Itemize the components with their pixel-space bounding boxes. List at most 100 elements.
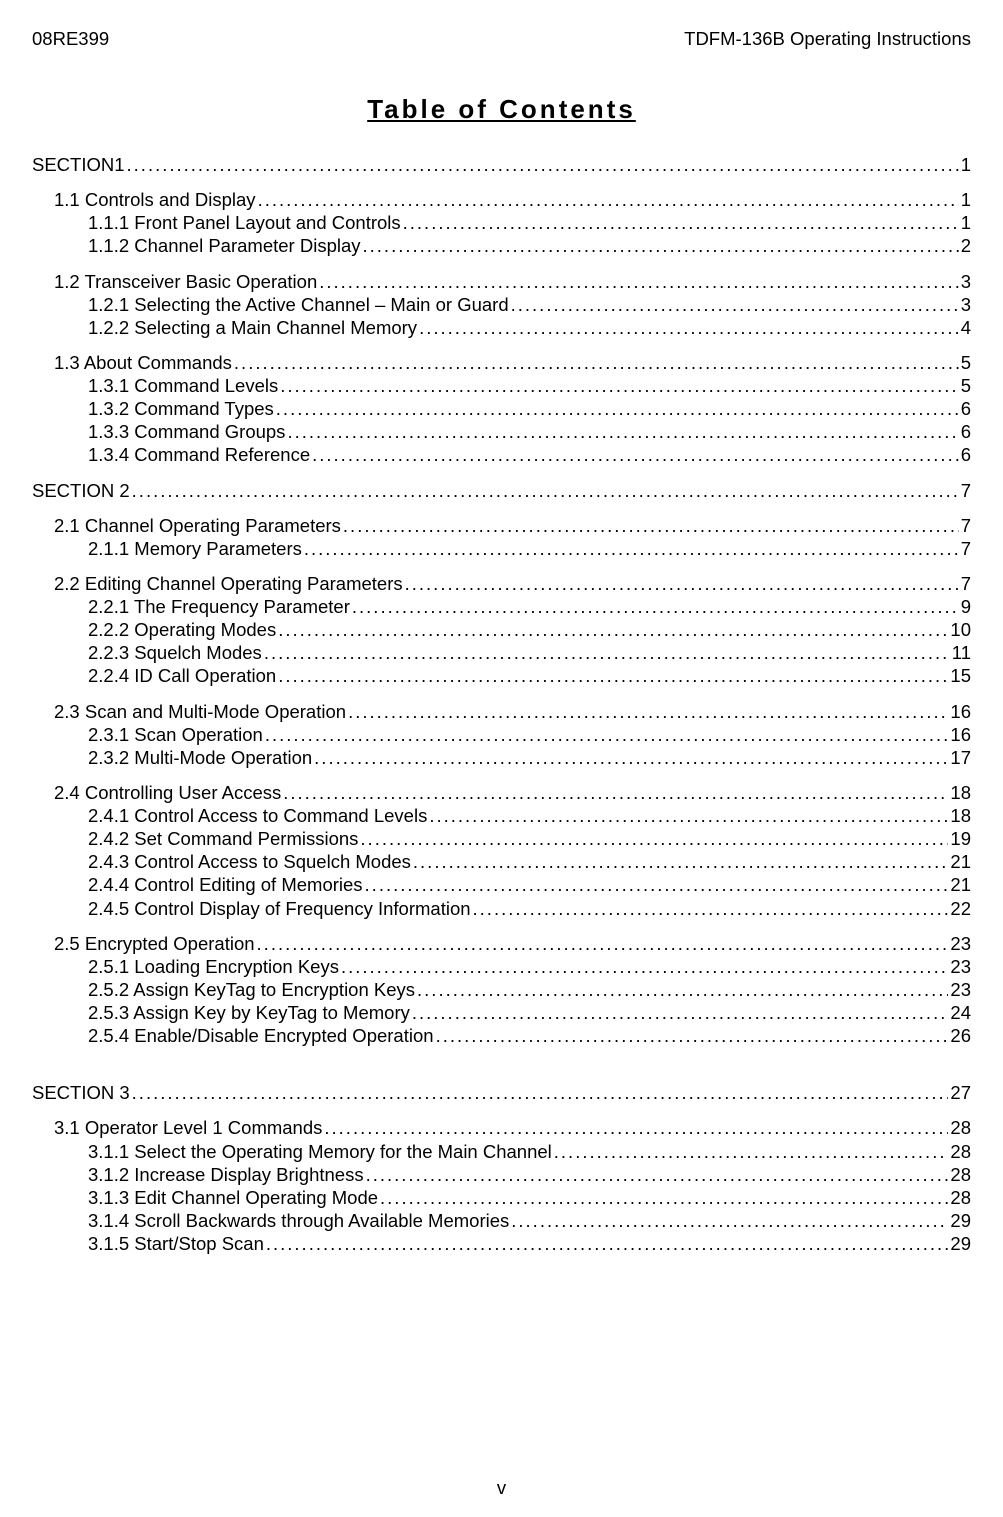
toc-entry-label: 1.3 About Commands [54, 351, 234, 374]
toc-gap [32, 339, 971, 351]
toc-entry: 1.1.1 Front Panel Layout and Controls 1 [32, 211, 971, 234]
toc-entry-leader [132, 1081, 949, 1104]
toc-entry: 3.1.1 Select the Operating Memory for th… [32, 1140, 971, 1163]
toc-entry-label: 1.1.1 Front Panel Layout and Controls [88, 211, 403, 234]
toc-entry-page: 11 [950, 641, 971, 664]
toc-entry-label: 2.4.1 Control Access to Command Levels [88, 804, 429, 827]
toc-entry: 2.4 Controlling User Access 18 [32, 781, 971, 804]
toc-entry: 2.4.3 Control Access to Squelch Modes 21 [32, 850, 971, 873]
toc-entry-leader [413, 850, 949, 873]
toc-entry-label: 3.1.2 Increase Display Brightness [88, 1163, 366, 1186]
toc-entry-leader [127, 153, 959, 176]
toc-entry-page: 1 [959, 188, 971, 211]
toc-entry: 2.3.1 Scan Operation16 [32, 723, 971, 746]
toc-entry-leader [264, 641, 950, 664]
toc-entry-label: 2.4.3 Control Access to Squelch Modes [88, 850, 413, 873]
toc-entry-label: 3.1.4 Scroll Backwards through Available… [88, 1209, 511, 1232]
toc-entry: 1.3 About Commands5 [32, 351, 971, 374]
toc-entry-label: 2.4.4 Control Editing of Memories [88, 873, 365, 896]
toc-entry-label: 1.1.2 Channel Parameter Display [88, 234, 363, 257]
toc-entry-label: 1.1 Controls and Display [54, 188, 258, 211]
toc-entry-page: 9 [959, 595, 971, 618]
toc-entry-page: 7 [959, 479, 971, 502]
toc-entry-label: 2.5 Encrypted Operation [54, 932, 257, 955]
toc-entry: 2.5.4 Enable/Disable Encrypted Operation… [32, 1024, 971, 1047]
toc-entry-leader [276, 397, 959, 420]
toc-entry: 2.3.2 Multi-Mode Operation17 [32, 746, 971, 769]
toc-entry-leader [280, 374, 958, 397]
toc-entry-label: 2.2.4 ID Call Operation [88, 664, 278, 687]
toc-entry-label: 1.2.1 Selecting the Active Channel – Mai… [88, 293, 511, 316]
toc-entry-leader [554, 1140, 949, 1163]
toc-entry-label: 2.2.2 Operating Modes [88, 618, 278, 641]
document-page: 08RE399 TDFM-136B Operating Instructions… [0, 0, 1003, 1517]
toc-entry-page: 18 [948, 804, 971, 827]
toc-entry-page: 23 [948, 955, 971, 978]
toc-gap [32, 258, 971, 270]
toc-entry-leader [405, 572, 959, 595]
toc-entry-page: 21 [948, 850, 971, 873]
toc-entry-leader [511, 1209, 948, 1232]
toc-entry-leader [352, 595, 959, 618]
toc-entry-page: 2 [959, 234, 971, 257]
header-right: TDFM-136B Operating Instructions [684, 28, 971, 50]
toc-entry: 1.2.2 Selecting a Main Channel Memory4 [32, 316, 971, 339]
toc-entry-page: 16 [948, 700, 971, 723]
toc-entry-label: 2.5.1 Loading Encryption Keys [88, 955, 341, 978]
toc-entry-page: 28 [948, 1116, 971, 1139]
toc-entry-page: 26 [948, 1024, 971, 1047]
toc-entry: 1.2.1 Selecting the Active Channel – Mai… [32, 293, 971, 316]
toc-entry-leader [365, 873, 949, 896]
toc-entry-leader [341, 955, 948, 978]
toc-entry-label: 3.1.5 Start/Stop Scan [88, 1232, 266, 1255]
toc-gap [32, 688, 971, 700]
toc-entry-page: 3 [959, 270, 971, 293]
toc-entry: 1.3.3 Command Groups6 [32, 420, 971, 443]
toc-entry-label: 2.5.4 Enable/Disable Encrypted Operation [88, 1024, 436, 1047]
toc-entry-label: 3.1.3 Edit Channel Operating Mode [88, 1186, 380, 1209]
page-footer: v [0, 1477, 1003, 1499]
toc-entry: 2.2.3 Squelch Modes11 [32, 641, 971, 664]
toc-entry-leader [312, 443, 959, 466]
toc-entry: 3.1.5 Start/Stop Scan 29 [32, 1232, 971, 1255]
toc-entry-page: 4 [959, 316, 971, 339]
toc-entry: 2.3 Scan and Multi-Mode Operation 16 [32, 700, 971, 723]
toc-entry-label: 3.1 Operator Level 1 Commands [54, 1116, 324, 1139]
toc-title: Table of Contents [32, 94, 971, 125]
toc-entry-leader [258, 188, 959, 211]
toc-entry-page: 29 [948, 1232, 971, 1255]
toc-entry-leader [132, 479, 959, 502]
toc-entry-label: 2.5.3 Assign Key by KeyTag to Memory [88, 1001, 412, 1024]
toc-entry: 1.3.2 Command Types6 [32, 397, 971, 420]
toc-entry-leader [360, 827, 948, 850]
toc-gap [32, 560, 971, 572]
toc-entry: 2.5.2 Assign KeyTag to Encryption Keys23 [32, 978, 971, 1001]
toc-entry-page: 7 [959, 572, 971, 595]
toc-entry-page: 19 [948, 827, 971, 850]
header-left: 08RE399 [32, 28, 109, 50]
toc-entry-page: 1 [959, 211, 971, 234]
toc-entry-page: 7 [959, 514, 971, 537]
toc-gap [32, 467, 971, 479]
toc-entry-page: 27 [948, 1081, 971, 1104]
toc-entry-label: SECTION1 [32, 153, 127, 176]
toc-entry: 3.1.3 Edit Channel Operating Mode28 [32, 1186, 971, 1209]
toc-entry-label: 2.3.1 Scan Operation [88, 723, 265, 746]
toc-entry-label: 2.1 Channel Operating Parameters [54, 514, 343, 537]
toc-entry-page: 3 [959, 293, 971, 316]
toc-entry-leader [319, 270, 958, 293]
toc-entry-label: 1.2 Transceiver Basic Operation [54, 270, 319, 293]
toc-entry-page: 24 [948, 1001, 971, 1024]
toc-entry-leader [343, 514, 959, 537]
toc-entry-leader [278, 618, 948, 641]
toc-entry: SECTION1 1 [32, 153, 971, 176]
toc-entry: 2.1 Channel Operating Parameters 7 [32, 514, 971, 537]
toc-entry-page: 5 [959, 374, 971, 397]
toc-entry: 3.1.4 Scroll Backwards through Available… [32, 1209, 971, 1232]
toc-entry-label: 2.3 Scan and Multi-Mode Operation [54, 700, 348, 723]
toc-entry: 3.1.2 Increase Display Brightness28 [32, 1163, 971, 1186]
toc-entry-page: 6 [959, 420, 971, 443]
toc-entry-page: 23 [948, 978, 971, 1001]
toc-entry-leader [511, 293, 959, 316]
toc-entry-leader [348, 700, 948, 723]
